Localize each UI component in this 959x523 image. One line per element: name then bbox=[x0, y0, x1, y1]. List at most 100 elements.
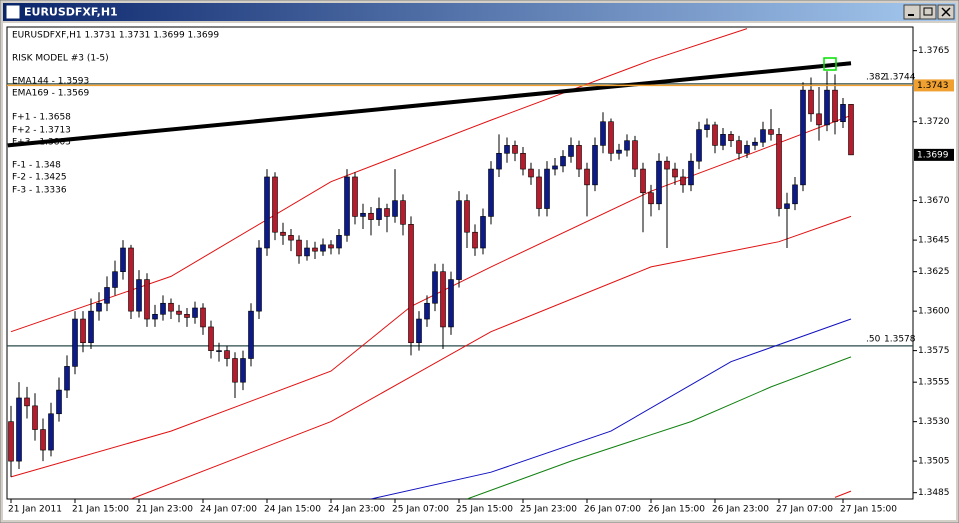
plot bbox=[7, 28, 913, 499]
candle-body bbox=[392, 200, 398, 217]
candle-body bbox=[16, 397, 22, 462]
candle-body bbox=[848, 104, 854, 156]
candle-body bbox=[240, 358, 246, 383]
candle-body bbox=[200, 307, 206, 328]
candle-body bbox=[808, 89, 814, 115]
y-tick-label: 1.3670 bbox=[918, 196, 950, 206]
candle-body bbox=[48, 413, 54, 451]
candle-body bbox=[704, 124, 710, 130]
candle-body bbox=[416, 318, 422, 344]
x-tick-label: 26 Jan 07:00 bbox=[584, 505, 641, 515]
window-icon bbox=[5, 4, 21, 20]
candle-body bbox=[120, 247, 126, 272]
y-tick-label: 1.3575 bbox=[918, 346, 950, 356]
candle-body bbox=[584, 168, 590, 186]
level-value: 1.3578 bbox=[884, 334, 916, 344]
candle-body bbox=[352, 176, 358, 217]
candle-body bbox=[104, 287, 110, 304]
indicator-line bbox=[466, 356, 852, 499]
title-bar bbox=[3, 3, 956, 21]
price-box-label: 1.3743 bbox=[917, 81, 949, 91]
candle-body bbox=[64, 366, 70, 391]
candle-body bbox=[768, 129, 774, 135]
x-tick-label: 24 Jan 07:00 bbox=[200, 505, 257, 515]
candle-body bbox=[680, 176, 686, 186]
candle-body bbox=[520, 152, 526, 170]
candle-body bbox=[384, 208, 390, 217]
candle-body bbox=[432, 271, 438, 304]
candle-body bbox=[632, 140, 638, 170]
candle-body bbox=[696, 129, 702, 162]
candle-body bbox=[544, 168, 550, 209]
candle-body bbox=[760, 129, 766, 143]
candle-body bbox=[312, 247, 318, 252]
candle-body bbox=[824, 89, 830, 126]
candle-body bbox=[112, 271, 118, 288]
candle-body bbox=[512, 145, 518, 154]
candle-body bbox=[216, 350, 222, 352]
annotation: EMA144 - 1.3593 bbox=[12, 77, 89, 87]
x-tick-label: 24 Jan 15:00 bbox=[264, 505, 321, 515]
candle-body bbox=[648, 192, 654, 205]
candle-body bbox=[496, 152, 502, 170]
y-tick-label: 1.3720 bbox=[918, 117, 950, 127]
annotation: RISK MODEL #3 (1-5) bbox=[12, 54, 109, 64]
y-tick-label: 1.3530 bbox=[918, 417, 950, 427]
candle-body bbox=[80, 318, 86, 344]
window-buttons[interactable] bbox=[903, 4, 955, 20]
candle-body bbox=[424, 302, 430, 320]
price-box-label: 1.3699 bbox=[917, 150, 949, 160]
minimize-button[interactable] bbox=[903, 4, 921, 20]
candle-body bbox=[168, 302, 174, 312]
candle-body bbox=[272, 176, 278, 233]
candle-body bbox=[816, 113, 822, 126]
candle-body bbox=[568, 145, 574, 157]
candle-body bbox=[456, 200, 462, 280]
candle-body bbox=[640, 168, 646, 194]
price-box bbox=[914, 148, 954, 161]
y-tick-label: 1.3625 bbox=[918, 267, 950, 277]
candle-body bbox=[136, 279, 142, 312]
annotation: EMA169 - 1.3569 bbox=[12, 89, 90, 99]
candle-body bbox=[840, 104, 846, 123]
annotation: F-2 - 1.3425 bbox=[12, 173, 67, 183]
level-label: .382 bbox=[866, 72, 886, 82]
candle-body bbox=[552, 165, 558, 170]
candle-body bbox=[488, 168, 494, 217]
candle-body bbox=[40, 429, 46, 451]
candle-body bbox=[88, 310, 94, 344]
candle-body bbox=[656, 160, 662, 205]
candle-body bbox=[192, 307, 198, 318]
candle-body bbox=[72, 318, 78, 367]
indicator-line bbox=[834, 490, 852, 498]
indicator-line bbox=[7, 61, 852, 148]
candle-body bbox=[248, 310, 254, 359]
x-tick-label: 27 Jan 15:00 bbox=[840, 505, 897, 515]
annotation: F+3 - 1.3803 bbox=[12, 138, 71, 148]
candle-body bbox=[160, 302, 166, 315]
candle-body bbox=[776, 134, 782, 209]
y-tick-label: 1.3645 bbox=[918, 236, 950, 246]
candle-body bbox=[536, 176, 542, 209]
chart-header: EURUSDFXF,H1 1.3731 1.3731 1.3699 1.3699 bbox=[12, 31, 219, 41]
x-tick-label: 27 Jan 07:00 bbox=[776, 505, 833, 515]
candle-body bbox=[688, 160, 694, 186]
y-tick-label: 1.3765 bbox=[918, 46, 950, 56]
candle-body bbox=[464, 200, 470, 233]
candle-body bbox=[728, 134, 734, 141]
maximize-button[interactable] bbox=[919, 4, 937, 20]
indicator-line bbox=[130, 215, 852, 499]
candle-body bbox=[592, 145, 598, 186]
candle-body bbox=[480, 216, 486, 249]
signal-marker bbox=[823, 57, 837, 71]
candle-body bbox=[472, 231, 478, 249]
x-tick-label: 26 Jan 15:00 bbox=[648, 505, 705, 515]
candle-body bbox=[792, 184, 798, 205]
close-glyph bbox=[941, 7, 951, 17]
candle-body bbox=[624, 140, 630, 151]
candle-body bbox=[800, 89, 806, 186]
candle-body bbox=[736, 140, 742, 154]
candle-body bbox=[320, 244, 326, 252]
x-tick-label: 21 Jan 23:00 bbox=[136, 505, 193, 515]
candle-body bbox=[224, 350, 230, 359]
